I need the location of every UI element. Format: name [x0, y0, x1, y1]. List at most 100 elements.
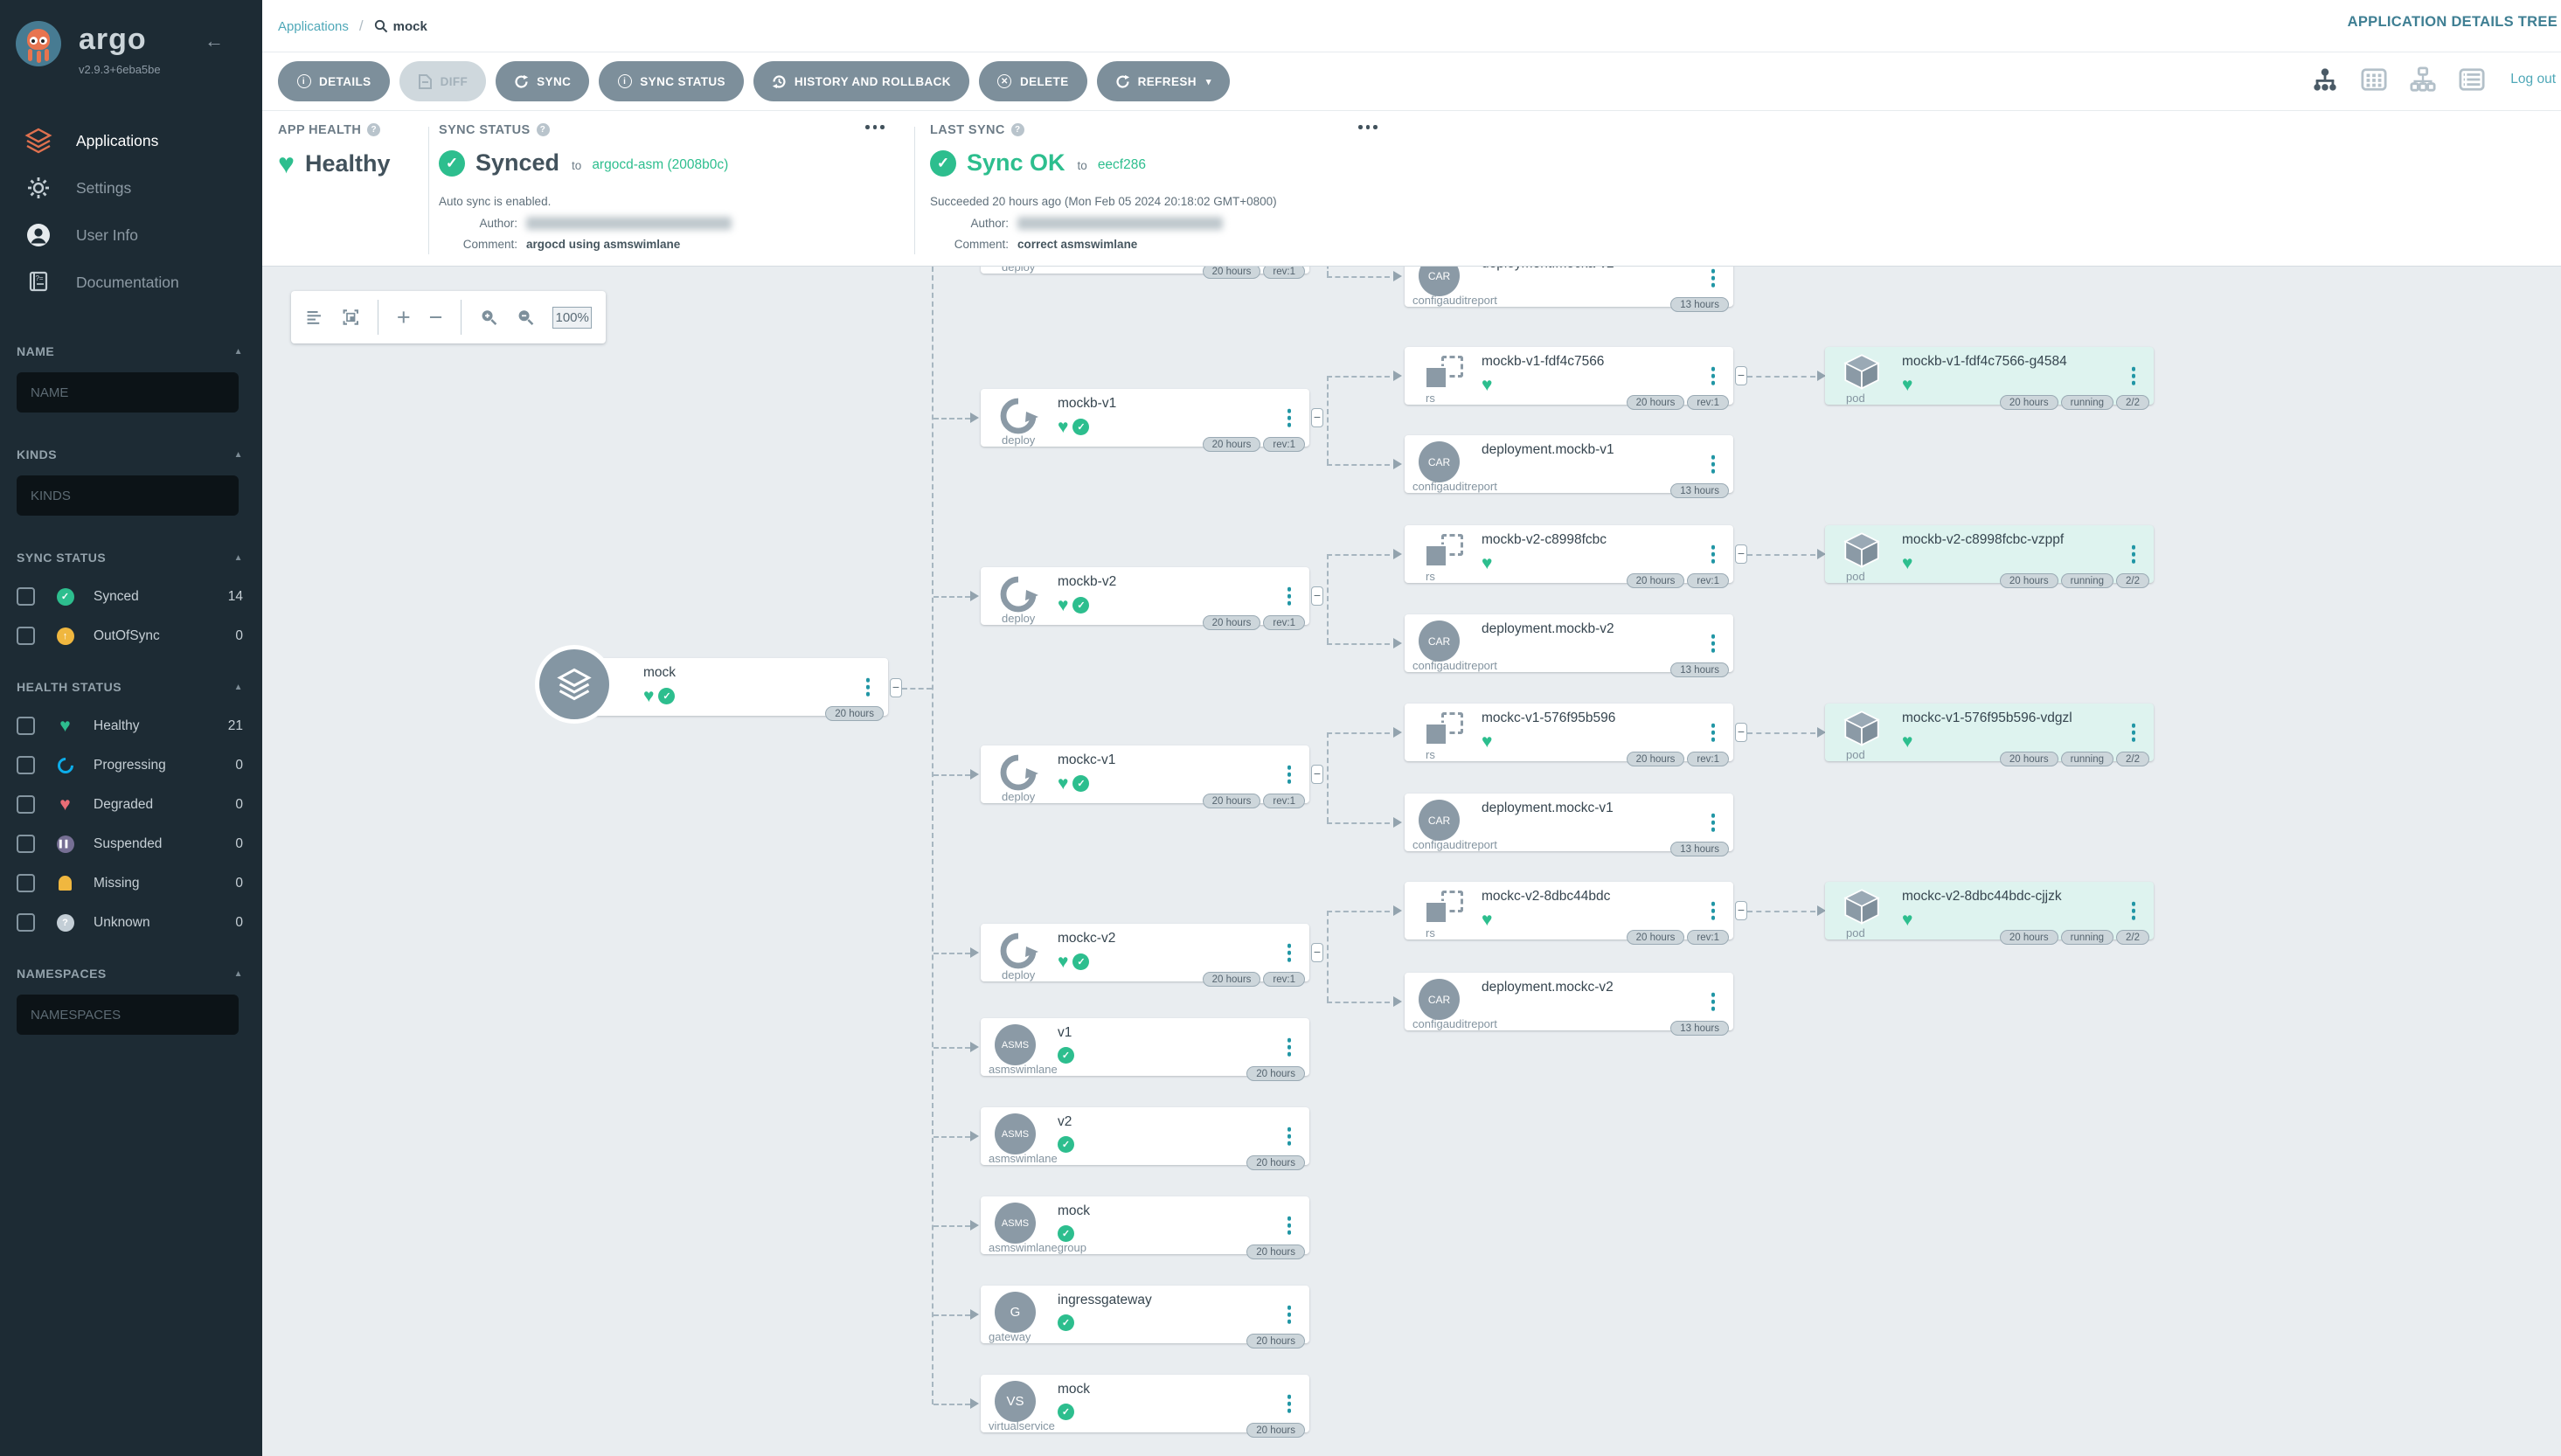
- graph-node-pod-mockb-v1-fdf4c7566-g4584[interactable]: mockb-v1-fdf4c7566-g4584 ♥ pod 20 hours r…: [1825, 347, 2154, 410]
- magnifier-minus-icon[interactable]: [517, 306, 535, 329]
- node-menu-button[interactable]: [2128, 720, 2140, 745]
- collapse-node-button[interactable]: −: [1735, 723, 1747, 742]
- degraded-checkbox[interactable]: [17, 795, 35, 814]
- collapse-node-button[interactable]: −: [1311, 765, 1323, 784]
- missing-checkbox[interactable]: [17, 874, 35, 892]
- node-menu-button[interactable]: [1284, 406, 1295, 431]
- last-sync-menu-button[interactable]: [1358, 125, 1378, 129]
- collapse-node-button[interactable]: −: [1311, 586, 1323, 606]
- grid-view-icon[interactable]: [2361, 66, 2387, 93]
- collapse-node-button[interactable]: −: [1735, 544, 1747, 564]
- node-menu-button[interactable]: [1708, 452, 1719, 477]
- network-view-icon[interactable]: [2410, 66, 2436, 93]
- node-menu-button[interactable]: [2128, 898, 2140, 924]
- synced-checkbox[interactable]: [17, 587, 35, 606]
- graph-node-configauditreport-deployment.mockb-v1[interactable]: CAR deployment.mockb-v1 configauditrepor…: [1405, 435, 1733, 498]
- breadcrumb-applications-link[interactable]: Applications: [278, 18, 349, 34]
- node-menu-button[interactable]: [1708, 810, 1719, 835]
- node-menu-button[interactable]: [1708, 631, 1719, 656]
- suspended-checkbox[interactable]: [17, 835, 35, 853]
- graph-node-configauditreport-deployment.mocka-v2[interactable]: CAR deployment.mocka-v2 configauditrepor…: [1405, 267, 1733, 312]
- node-menu-button[interactable]: [863, 675, 874, 700]
- sidebar-item-applications[interactable]: Applications: [0, 117, 262, 164]
- graph-node-application-mock[interactable]: mock ♥ ✓ 20 hours: [566, 658, 888, 721]
- tree-view-icon[interactable]: [2312, 66, 2338, 93]
- zoom-level-value[interactable]: 100%: [552, 306, 593, 329]
- node-menu-button[interactable]: [1284, 1124, 1295, 1149]
- graph-node-rs-mockb-v1-fdf4c7566[interactable]: mockb-v1-fdf4c7566 ♥ rs 20 hours rev:1: [1405, 347, 1733, 410]
- collapse-node-button[interactable]: −: [1311, 408, 1323, 427]
- fit-to-screen-icon[interactable]: [342, 306, 360, 329]
- kinds-filter-input[interactable]: [17, 475, 239, 516]
- graph-node-deploy-mockc-v1[interactable]: mockc-v1 ♥ ✓ deploy 20 hours rev:1: [981, 745, 1309, 808]
- namespaces-filter-input[interactable]: [17, 995, 239, 1035]
- last-sync-target-link[interactable]: eecf286: [1097, 156, 1146, 172]
- collapse-node-button[interactable]: −: [1735, 901, 1747, 920]
- graph-node-configauditreport-deployment.mockc-v1[interactable]: CAR deployment.mockc-v1 configauditrepor…: [1405, 794, 1733, 856]
- collapse-node-button[interactable]: −: [890, 678, 902, 697]
- collapse-section-icon[interactable]: ▲: [233, 968, 243, 979]
- collapse-node-button[interactable]: −: [1311, 943, 1323, 962]
- graph-node-deploy-mockc-v2[interactable]: mockc-v2 ♥ ✓ deploy 20 hours rev:1: [981, 924, 1309, 987]
- graph-node-deploy-mockb-v2[interactable]: mockb-v2 ♥ ✓ deploy 20 hours rev:1: [981, 567, 1309, 630]
- app-search-box[interactable]: mock: [374, 19, 427, 34]
- sidebar-item-settings[interactable]: Settings: [0, 164, 262, 211]
- node-menu-button[interactable]: [1284, 1213, 1295, 1238]
- node-menu-button[interactable]: [2128, 364, 2140, 389]
- zoom-in-button[interactable]: +: [396, 303, 411, 330]
- node-menu-button[interactable]: [1708, 898, 1719, 924]
- refresh-button[interactable]: REFRESH ▾: [1096, 61, 1230, 101]
- node-menu-button[interactable]: [1284, 584, 1295, 609]
- collapse-section-icon[interactable]: ▲: [233, 346, 243, 357]
- graph-node-deploy-mockb-v1[interactable]: mockb-v1 ♥ ✓ deploy 20 hours rev:1: [981, 389, 1309, 452]
- diff-button[interactable]: DIFF: [399, 61, 487, 101]
- graph-node-deploy[interactable]: deploy 20 hours rev:1: [981, 267, 1309, 279]
- graph-node-rs-mockb-v2-c8998fcbc[interactable]: mockb-v2-c8998fcbc ♥ rs 20 hours rev:1: [1405, 525, 1733, 588]
- outofsync-checkbox[interactable]: [17, 627, 35, 645]
- collapse-node-button[interactable]: −: [1735, 366, 1747, 385]
- node-menu-button[interactable]: [1284, 1035, 1295, 1060]
- node-menu-button[interactable]: [1284, 940, 1295, 966]
- sync-button[interactable]: SYNC: [496, 61, 590, 101]
- graph-node-pod-mockc-v2-8dbc44bdc-cjjzk[interactable]: mockc-v2-8dbc44bdc-cjjzk ♥ pod 20 hours r…: [1825, 882, 2154, 945]
- zoom-out-button[interactable]: −: [428, 303, 443, 330]
- collapse-section-icon[interactable]: ▲: [233, 552, 243, 563]
- delete-button[interactable]: ✕ DELETE: [978, 61, 1087, 101]
- details-button[interactable]: i DETAILS: [278, 61, 390, 101]
- collapse-section-icon[interactable]: ▲: [233, 682, 243, 692]
- name-filter-input[interactable]: [17, 372, 239, 413]
- graph-node-pod-mockc-v1-576f95b596-vdgzl[interactable]: mockc-v1-576f95b596-vdgzl ♥ pod 20 hours…: [1825, 704, 2154, 766]
- node-menu-button[interactable]: [2128, 542, 2140, 567]
- collapse-section-icon[interactable]: ▲: [233, 449, 243, 460]
- unknown-checkbox[interactable]: [17, 913, 35, 932]
- layout-icon[interactable]: [305, 306, 323, 329]
- node-menu-button[interactable]: [1708, 989, 1719, 1015]
- application-root-icon[interactable]: [539, 649, 609, 719]
- sync-status-menu-button[interactable]: [865, 125, 885, 129]
- magnifier-plus-icon[interactable]: [480, 306, 498, 329]
- logout-button[interactable]: Log out: [2510, 72, 2556, 87]
- node-menu-button[interactable]: [1708, 364, 1719, 389]
- node-menu-button[interactable]: [1284, 1391, 1295, 1417]
- node-menu-button[interactable]: [1284, 1302, 1295, 1328]
- graph-node-asmswimlane-v1[interactable]: ASMS v1 ✓ asmswimlane 20 hours: [981, 1018, 1309, 1081]
- progressing-checkbox[interactable]: [17, 756, 35, 774]
- graph-node-gateway-ingressgateway[interactable]: G ingressgateway ✓ gateway 20 hours: [981, 1286, 1309, 1349]
- sync-status-button[interactable]: i SYNC STATUS: [599, 61, 744, 101]
- graph-node-virtualservice-mock[interactable]: VS mock ✓ virtualservice 20 hours: [981, 1375, 1309, 1438]
- sync-target-link[interactable]: argocd-asm (2008b0c): [592, 156, 729, 172]
- node-menu-button[interactable]: [1708, 542, 1719, 567]
- graph-node-configauditreport-deployment.mockb-v2[interactable]: CAR deployment.mockb-v2 configauditrepor…: [1405, 614, 1733, 677]
- graph-node-rs-mockc-v1-576f95b596[interactable]: mockc-v1-576f95b596 ♥ rs 20 hours rev:1: [1405, 704, 1733, 766]
- node-menu-button[interactable]: [1284, 762, 1295, 787]
- sidebar-item-documentation[interactable]: ?= Documentation: [0, 259, 262, 306]
- healthy-checkbox[interactable]: [17, 717, 35, 735]
- node-menu-button[interactable]: [1708, 720, 1719, 745]
- graph-node-asmswimlanegroup-mock[interactable]: ASMS mock ✓ asmswimlanegroup 20 hours: [981, 1196, 1309, 1259]
- graph-node-configauditreport-deployment.mockc-v2[interactable]: CAR deployment.mockc-v2 configauditrepor…: [1405, 973, 1733, 1036]
- history-and-rollback-button[interactable]: HISTORY AND ROLLBACK: [753, 61, 969, 101]
- graph-node-asmswimlane-v2[interactable]: ASMS v2 ✓ asmswimlane 20 hours: [981, 1107, 1309, 1170]
- node-menu-button[interactable]: [1708, 267, 1719, 290]
- sidebar-item-user-info[interactable]: User Info: [0, 211, 262, 259]
- sidebar-collapse-icon[interactable]: ←: [205, 30, 224, 52]
